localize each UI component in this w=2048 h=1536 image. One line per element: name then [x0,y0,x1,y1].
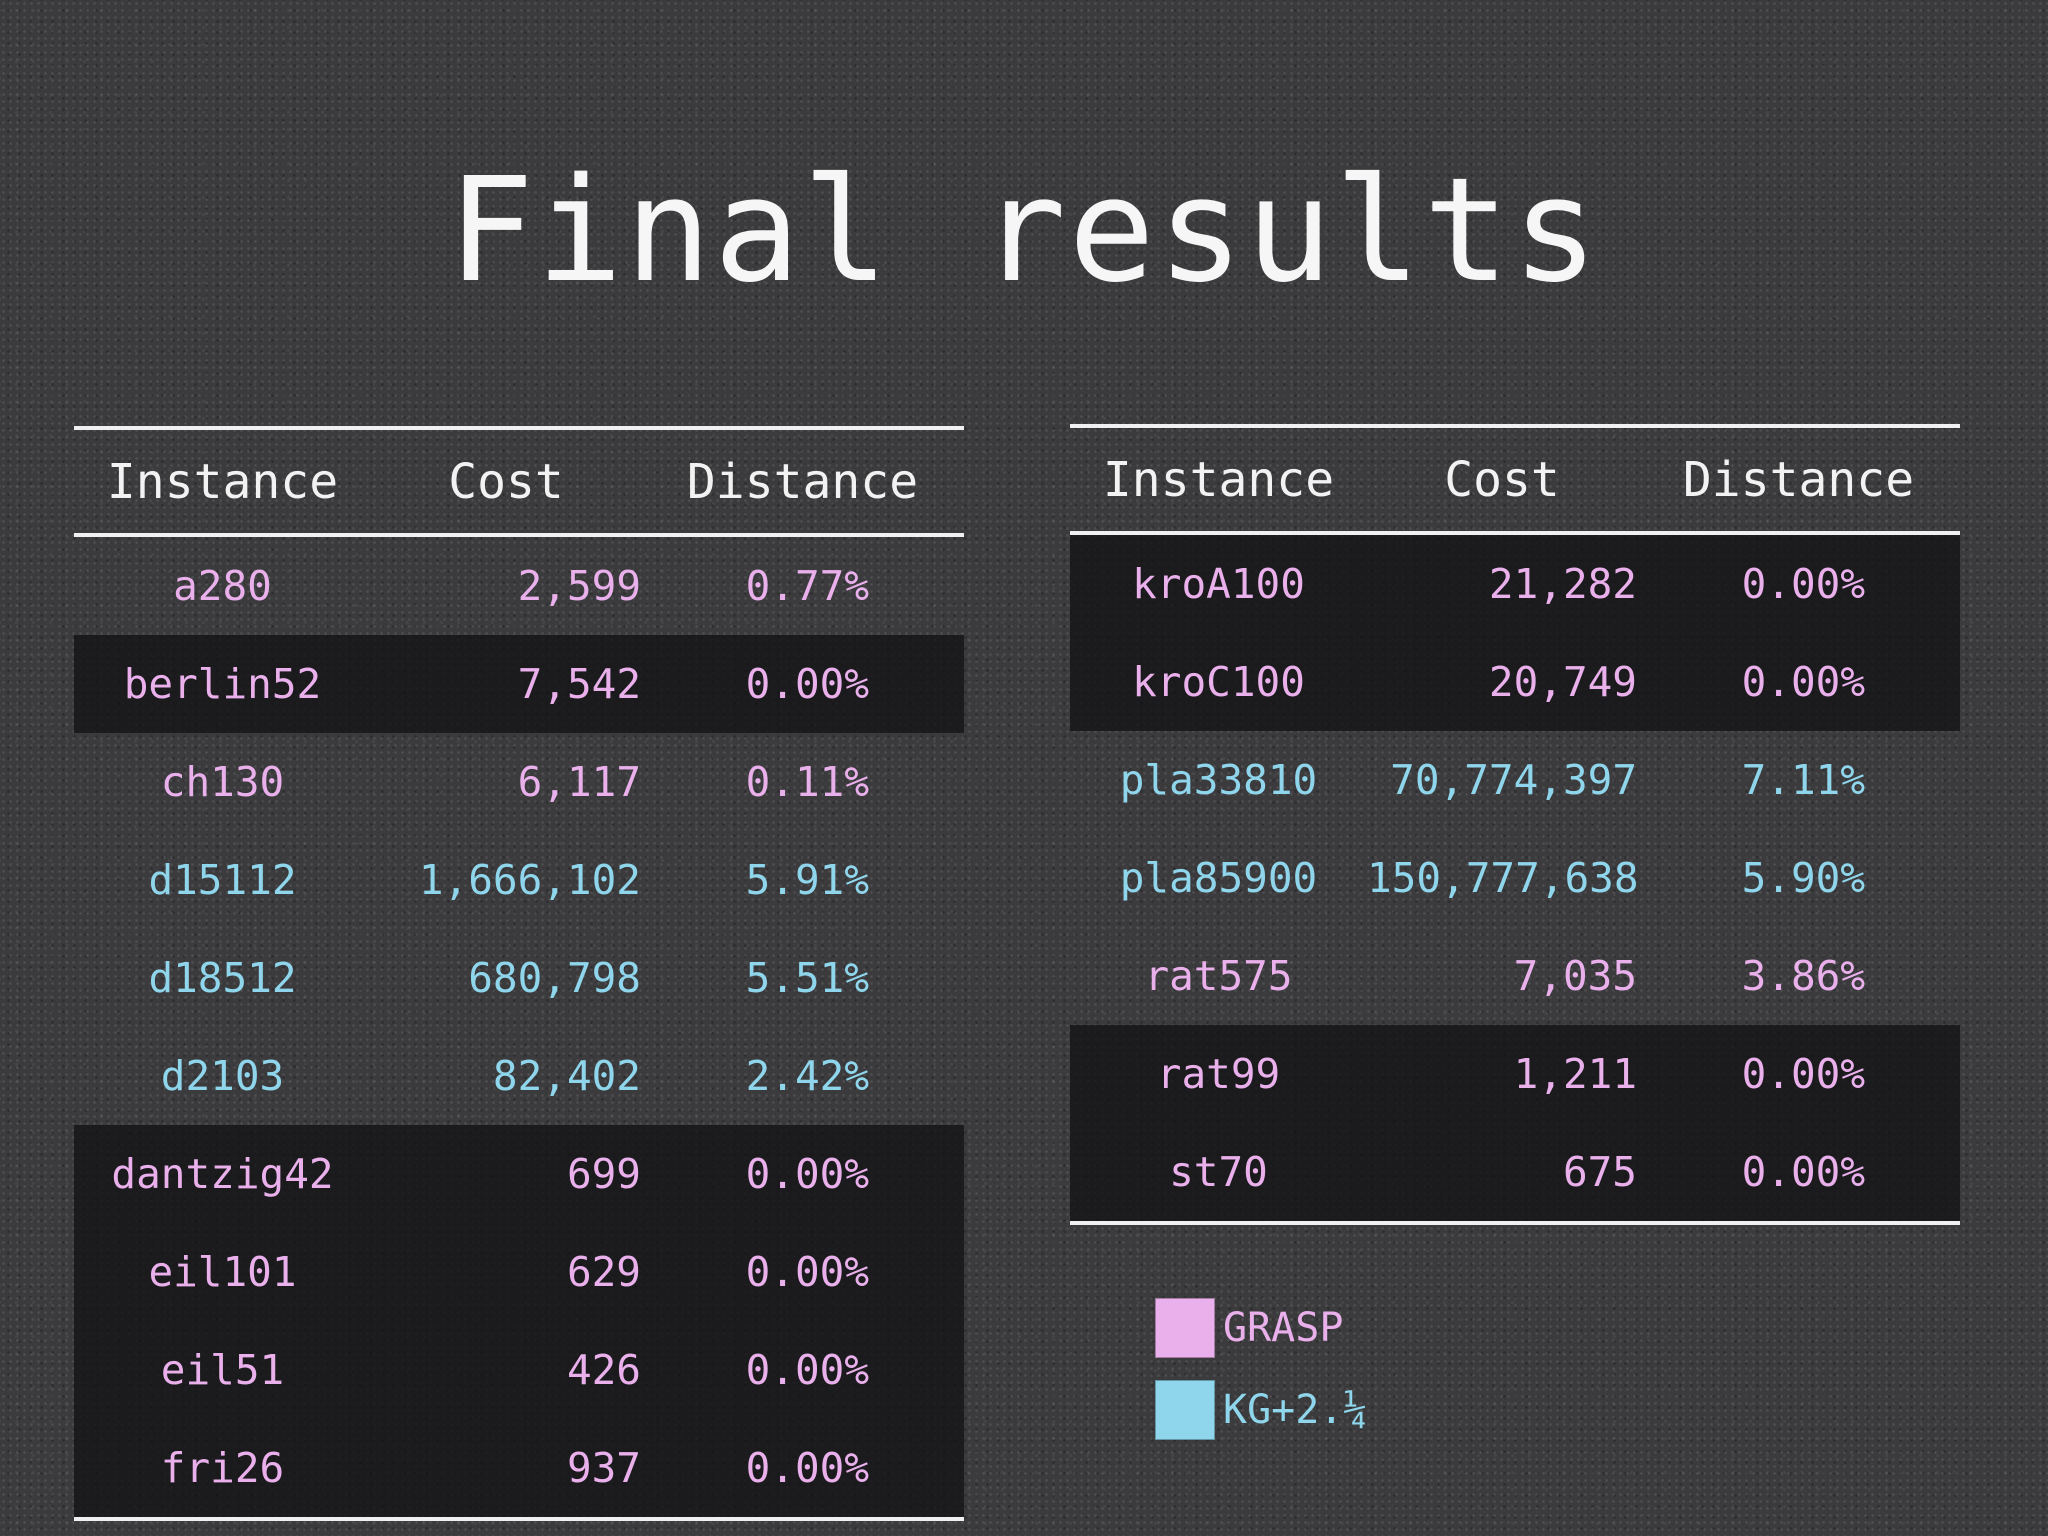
table-row: d18512 680,798 5.51% [74,929,964,1027]
top-rule [74,426,964,430]
legend-label-kg: KG+2.¼ [1223,1387,1368,1433]
cell-distance: 0.00% [1741,1050,1865,1098]
table-row: fri26 937 0.00% [74,1419,964,1517]
results-table-right: Instance Cost Distance kroA100 21,282 0.00… [1070,424,1960,1225]
cell-distance: 5.91% [745,856,869,904]
cell-distance: 2.42% [745,1052,869,1100]
cell-distance: 0.11% [745,758,869,806]
cell-instance: d18512 [148,954,297,1002]
cell-cost: 1,666,102 [418,856,641,904]
cell-instance: rat575 [1144,952,1293,1000]
cell-instance: d2103 [160,1052,285,1100]
cell-distance: 0.77% [745,562,869,610]
cell-distance: 7.11% [1741,756,1865,804]
results-table-left: Instance Cost Distance a280 2,599 0.77% ber… [74,426,964,1521]
table-body: kroA100 21,282 0.00% kroC100 20,749 0.00% pla3… [1070,535,1960,1221]
legend-item-kg: KG+2.¼ [1155,1380,1368,1440]
cell-instance: st70 [1169,1148,1268,1196]
table-row: berlin52 7,542 0.00% [74,635,964,733]
cell-cost: 675 [1562,1148,1637,1196]
cell-distance: 0.00% [745,660,869,708]
table-row: rat575 7,035 3.86% [1070,927,1960,1025]
bottom-rule [1070,1221,1960,1225]
column-header-instance: Instance [106,453,339,510]
column-header-distance: Distance [1682,451,1915,508]
cell-distance: 0.00% [745,1248,869,1296]
cell-distance: 5.51% [745,954,869,1002]
cell-distance: 0.00% [1741,658,1865,706]
cell-distance: 0.00% [1741,560,1865,608]
cell-distance: 3.86% [1741,952,1865,1000]
table-row: kroA100 21,282 0.00% [1070,535,1960,633]
cell-cost: 20,749 [1488,658,1637,706]
header-rule [1070,531,1960,535]
cell-cost: 937 [566,1444,641,1492]
cell-instance: kroA100 [1132,560,1305,608]
cell-instance: eil101 [148,1248,297,1296]
column-header-instance: Instance [1102,451,1335,508]
slide-title: Final results [447,146,1601,314]
cell-cost: 629 [566,1248,641,1296]
cell-instance: eil51 [160,1346,285,1394]
column-header-distance: Distance [686,453,919,510]
legend-swatch-kg [1155,1380,1215,1440]
table-row: pla85900 150,777,638 5.90% [1070,829,1960,927]
cell-instance: dantzig42 [111,1150,334,1198]
table-row: a280 2,599 0.77% [74,537,964,635]
cell-cost: 426 [566,1346,641,1394]
bottom-rule [74,1517,964,1521]
cell-distance: 5.90% [1741,854,1865,902]
legend-label-grasp: GRASP [1223,1305,1344,1351]
header-rule [74,533,964,537]
cell-distance: 0.00% [1741,1148,1865,1196]
cell-cost: 82,402 [492,1052,641,1100]
table-row: d15112 1,666,102 5.91% [74,831,964,929]
cell-cost: 699 [566,1150,641,1198]
table-row: eil51 426 0.00% [74,1321,964,1419]
cell-instance: fri26 [160,1444,285,1492]
table-row: kroC100 20,749 0.00% [1070,633,1960,731]
cell-cost: 680,798 [468,954,641,1002]
legend-item-grasp: GRASP [1155,1298,1368,1358]
cell-cost: 6,117 [517,758,641,806]
cell-instance: ch130 [160,758,285,806]
table-body: a280 2,599 0.77% berlin52 7,542 0.00% ch130 6,1… [74,537,964,1517]
table-row: dantzig42 699 0.00% [74,1125,964,1223]
cell-instance: berlin52 [123,660,322,708]
table-row: eil101 629 0.00% [74,1223,964,1321]
cell-instance: kroC100 [1132,658,1305,706]
table-row: d2103 82,402 2.42% [74,1027,964,1125]
cell-cost: 1,211 [1513,1050,1637,1098]
column-header-cost: Cost [448,453,564,510]
table-row: pla33810 70,774,397 7.11% [1070,731,1960,829]
cell-instance: rat99 [1156,1050,1281,1098]
cell-cost: 7,542 [517,660,641,708]
cell-distance: 0.00% [745,1150,869,1198]
cell-distance: 0.00% [745,1444,869,1492]
cell-cost: 7,035 [1513,952,1637,1000]
cell-instance: pla85900 [1119,854,1318,902]
header-row: Instance Cost Distance [1070,428,1960,531]
cell-cost: 21,282 [1488,560,1637,608]
cell-cost: 150,777,638 [1367,854,1639,902]
legend: GRASP KG+2.¼ [1155,1298,1368,1462]
header-row: Instance Cost Distance [74,430,964,533]
legend-swatch-grasp [1155,1298,1215,1358]
cell-instance: d15112 [148,856,297,904]
table-row: rat99 1,211 0.00% [1070,1025,1960,1123]
column-header-cost: Cost [1444,451,1560,508]
cell-cost: 2,599 [517,562,641,610]
cell-instance: a280 [173,562,272,610]
top-rule [1070,424,1960,428]
cell-distance: 0.00% [745,1346,869,1394]
table-row: ch130 6,117 0.11% [74,733,964,831]
cell-instance: pla33810 [1119,756,1318,804]
cell-cost: 70,774,397 [1390,756,1637,804]
table-row: st70 675 0.00% [1070,1123,1960,1221]
